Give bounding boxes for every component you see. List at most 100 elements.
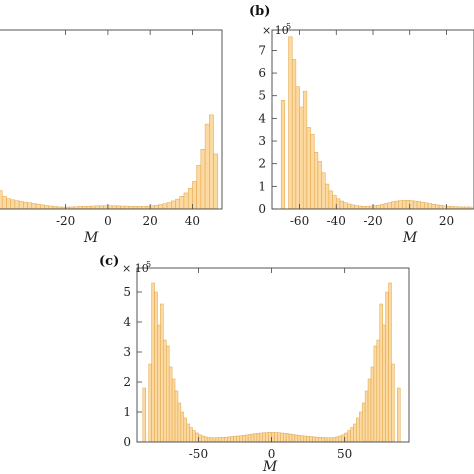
bar — [295, 435, 298, 442]
bar — [116, 206, 120, 209]
bar — [391, 202, 395, 209]
bar — [368, 379, 371, 442]
bar — [178, 403, 181, 442]
bar — [300, 107, 304, 209]
bar — [260, 433, 263, 442]
bar — [257, 433, 260, 442]
y-tick-label: 4 — [258, 111, 266, 125]
bar — [377, 205, 381, 209]
bar — [44, 206, 48, 209]
bar — [301, 436, 304, 442]
bar — [40, 205, 44, 209]
bars — [0, 115, 218, 209]
y-tick-label: 4 — [123, 315, 131, 329]
bar — [143, 388, 146, 442]
bar — [424, 203, 428, 209]
y-scale-label: × 10 — [262, 24, 289, 37]
bar — [28, 203, 32, 209]
bar — [377, 340, 380, 442]
bar — [318, 161, 322, 209]
bar — [167, 203, 171, 209]
bar — [204, 437, 207, 442]
bar — [104, 206, 108, 209]
bar — [236, 436, 239, 442]
y-tick-label: 7 — [258, 43, 266, 57]
bar — [95, 206, 99, 209]
plot-frame — [0, 30, 222, 209]
bar — [329, 191, 333, 209]
x-tick-label: 50 — [337, 447, 352, 461]
bar — [19, 201, 23, 209]
bar — [365, 391, 368, 442]
bar — [242, 435, 245, 442]
bar — [219, 438, 222, 443]
bar — [402, 200, 406, 209]
bar — [163, 340, 166, 442]
bar — [380, 304, 383, 442]
bar — [231, 437, 234, 442]
bar — [214, 154, 218, 209]
bar — [6, 199, 10, 209]
bar — [205, 124, 209, 209]
bar — [154, 205, 158, 209]
y-scale-exponent: 5 — [286, 22, 291, 31]
bar — [245, 435, 248, 442]
bar — [311, 134, 315, 209]
bar — [292, 435, 295, 443]
bar — [286, 434, 289, 442]
bar — [336, 437, 339, 442]
bar — [296, 87, 300, 209]
bar — [340, 201, 344, 209]
bar — [277, 433, 280, 442]
bar — [251, 434, 254, 442]
bar — [201, 149, 205, 209]
bars — [281, 37, 472, 209]
bar — [315, 437, 318, 442]
bar — [228, 437, 231, 442]
bar — [157, 325, 160, 442]
bar — [406, 200, 410, 209]
bar — [234, 436, 237, 442]
bar — [318, 437, 321, 442]
bar — [15, 201, 19, 209]
bar — [112, 206, 116, 209]
bar — [421, 202, 425, 209]
bar — [289, 434, 292, 442]
bar — [388, 203, 392, 209]
bar — [389, 283, 392, 442]
bar — [432, 204, 436, 209]
bar — [348, 431, 351, 442]
bar — [303, 91, 307, 209]
bar — [347, 204, 351, 209]
bar — [344, 203, 348, 209]
bar — [181, 412, 184, 442]
bar — [380, 204, 384, 209]
bar — [176, 199, 180, 209]
x-tick-label: -20 — [56, 214, 75, 228]
bar — [272, 432, 275, 442]
bar — [327, 438, 330, 442]
x-tick-label: -20 — [363, 214, 382, 228]
bar — [172, 379, 175, 442]
x-tick-label: -60 — [290, 214, 309, 228]
x-axis-label: M — [83, 230, 99, 246]
y-tick-label: 1 — [123, 405, 131, 419]
bar — [281, 100, 285, 209]
bar — [169, 367, 172, 442]
bar — [342, 435, 345, 442]
bar — [152, 283, 155, 442]
bar — [155, 292, 158, 442]
bar — [307, 436, 310, 442]
bar — [373, 206, 377, 209]
bar — [166, 346, 169, 442]
bar — [160, 304, 163, 442]
bar — [325, 184, 329, 209]
bar — [330, 438, 333, 442]
bar — [274, 433, 277, 442]
bar — [216, 438, 219, 442]
bar — [23, 202, 27, 209]
bar — [0, 191, 2, 209]
bar — [201, 436, 204, 442]
bar — [263, 433, 266, 442]
